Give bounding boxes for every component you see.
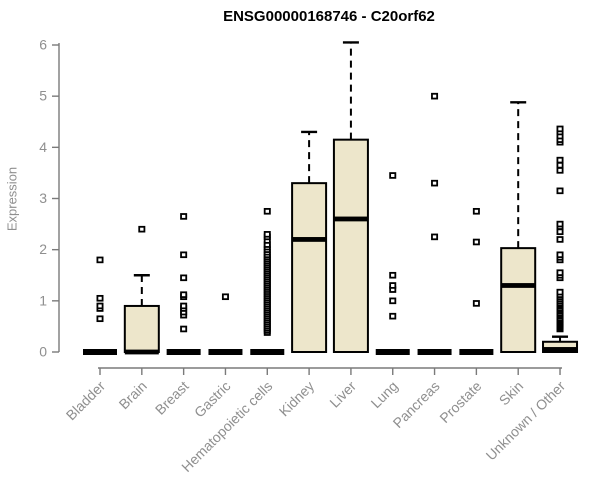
x-tick-label-unknown-other: Unknown / Other: [483, 378, 569, 464]
collapsed-box: [83, 349, 117, 355]
box-gastric: [208, 293, 243, 355]
outlier-point: [221, 293, 229, 301]
median-line: [543, 347, 578, 352]
outlier-point: [389, 271, 397, 279]
x-tick-label-brain: Brain: [116, 378, 150, 412]
outlier-point: [556, 125, 564, 133]
x-tick-label-skin: Skin: [496, 378, 527, 409]
x-tick-label-lung: Lung: [368, 378, 401, 411]
box-rect: [332, 138, 369, 353]
outlier-point: [556, 228, 564, 236]
outlier-point: [180, 251, 188, 259]
chart-title: ENSG00000168746 - C20orf62: [223, 8, 435, 25]
y-tick-label: 4: [39, 139, 47, 155]
y-tick-label: 1: [39, 292, 47, 308]
box-skin: [500, 101, 537, 353]
outlier-point: [180, 274, 188, 282]
x-tick-label-breast: Breast: [152, 378, 192, 418]
median-line: [501, 283, 536, 288]
box-rect: [500, 247, 537, 353]
outlier-point: [556, 167, 564, 174]
outlier-point: [556, 288, 564, 296]
collapsed-box: [166, 349, 201, 355]
outlier-point: [556, 161, 564, 169]
outlier-point: [96, 256, 104, 264]
box-rect: [291, 182, 328, 353]
x-tick-label-prostate: Prostate: [436, 378, 484, 426]
outlier-point: [138, 225, 146, 233]
box-pancreas: [417, 92, 452, 355]
box-breast: [166, 213, 201, 355]
outlier-point: [472, 207, 480, 215]
outlier-point: [556, 269, 564, 276]
y-tick-label: 3: [39, 190, 47, 206]
outlier-point: [556, 187, 564, 195]
box-bladder: [83, 256, 117, 355]
median-line: [292, 237, 327, 242]
y-tick-label: 6: [39, 37, 47, 53]
median-line: [124, 349, 159, 355]
x-tick-label-bladder: Bladder: [63, 378, 109, 424]
outlier-point: [431, 92, 439, 100]
outlier-point: [389, 312, 397, 320]
outlier-point: [431, 179, 439, 187]
box-prostate: [459, 207, 494, 355]
outlier-point: [431, 233, 439, 241]
outlier-point: [180, 302, 188, 310]
outlier-point: [180, 213, 188, 220]
collapsed-box: [208, 349, 243, 355]
box-brain: [123, 225, 160, 355]
y-tick-label: 0: [39, 344, 47, 360]
outlier-point: [96, 302, 104, 310]
outlier-point: [389, 282, 397, 289]
outlier-point: [389, 297, 397, 305]
box-lung: [375, 172, 410, 355]
box-rect: [542, 340, 579, 353]
y-tick-label: 2: [39, 241, 47, 257]
box-hematopoietic-cells: [250, 207, 285, 355]
outlier-point: [472, 300, 480, 307]
collapsed-box: [459, 349, 494, 355]
outlier-point: [180, 291, 188, 298]
y-tick-label: 5: [39, 88, 47, 104]
box-kidney: [291, 130, 328, 353]
collapsed-box: [417, 349, 452, 355]
box-liver: [332, 41, 369, 353]
box-unknown-other: [542, 125, 579, 353]
outlier-point: [180, 325, 188, 333]
box-rect: [123, 304, 160, 354]
collapsed-box: [250, 349, 285, 355]
outlier-point: [556, 236, 564, 243]
x-tick-label-liver: Liver: [326, 378, 359, 411]
x-tick-label-kidney: Kidney: [276, 378, 318, 420]
outlier-point: [472, 238, 480, 246]
outlier-point: [556, 220, 564, 228]
outlier-point: [556, 156, 564, 164]
outlier-point: [389, 172, 397, 179]
outlier-point: [263, 207, 271, 215]
outlier-point: [556, 251, 564, 259]
median-line: [333, 216, 368, 222]
outlier-point: [96, 315, 104, 323]
outlier-point: [96, 294, 104, 302]
outlier-point: [263, 231, 271, 238]
collapsed-box: [375, 349, 410, 355]
